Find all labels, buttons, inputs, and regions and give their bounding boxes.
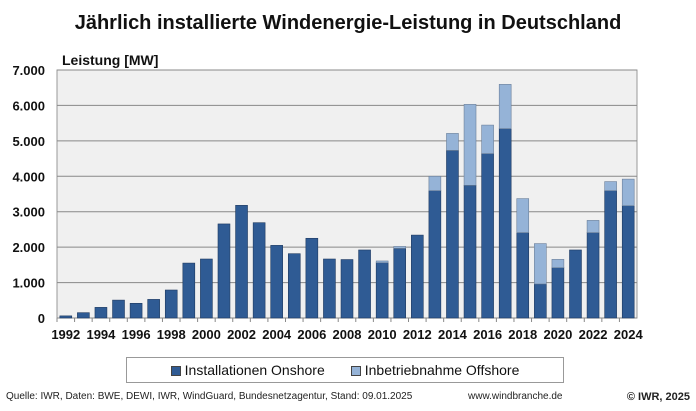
y-axis-label: Leistung [MW] — [62, 52, 159, 68]
bar-onshore — [375, 262, 389, 319]
x-tick-label: 2000 — [192, 327, 221, 342]
bar-onshore — [604, 190, 617, 319]
legend: Installationen Onshore Inbetriebnahme Of… — [126, 357, 564, 383]
x-tick-label: 2022 — [579, 327, 608, 342]
bar-offshore — [498, 84, 512, 129]
bar-onshore — [621, 205, 635, 319]
bar-onshore — [182, 262, 196, 319]
x-tick-label: 2008 — [333, 327, 362, 342]
x-tick-label: 2018 — [508, 327, 537, 342]
bar-onshore — [77, 312, 90, 319]
bar-onshore — [94, 307, 108, 319]
y-tick-label: 7.000 — [12, 63, 45, 78]
x-tick-label: 1994 — [86, 327, 116, 342]
bar-onshore — [393, 248, 407, 319]
bar-onshore — [516, 232, 530, 319]
y-tick-label: 1.000 — [12, 276, 45, 291]
bar-onshore — [323, 258, 336, 319]
bar-offshore — [446, 133, 459, 151]
x-tick-label: 2006 — [297, 327, 326, 342]
chart-svg: 0 1.000 2.000 3.000 4.000 5.000 6.000 7.000 1992… — [12, 63, 644, 342]
bar-onshore — [534, 283, 547, 319]
bar-onshore — [551, 267, 565, 319]
bar-onshore — [235, 205, 248, 319]
bar-onshore — [411, 234, 424, 319]
bar-onshore — [287, 253, 301, 319]
bar-offshore — [604, 181, 617, 191]
source-note: Quelle: IWR, Daten: BWE, DEWI, IWR, Wind… — [6, 391, 413, 402]
x-tick-label: 1996 — [122, 327, 151, 342]
bar-offshore — [551, 259, 565, 268]
bar-offshore — [463, 104, 477, 186]
bar-offshore — [621, 178, 635, 206]
x-tick-label: 2002 — [227, 327, 256, 342]
bar-onshore — [428, 190, 442, 319]
bar-onshore — [147, 299, 160, 319]
bar-onshore — [569, 249, 582, 319]
bar-onshore — [217, 223, 231, 319]
x-tick-label: 2024 — [614, 327, 644, 342]
bar-onshore — [252, 222, 266, 319]
bar-onshore — [129, 302, 143, 319]
x-tick-label: 2010 — [368, 327, 397, 342]
bar-offshore — [428, 175, 442, 191]
y-tick-label: 5.000 — [12, 134, 45, 149]
website-link[interactable]: www.windbranche.de — [468, 391, 563, 402]
bar-onshore — [305, 237, 319, 319]
y-tick-label: 2.000 — [12, 240, 45, 255]
bar-offshore — [393, 246, 407, 249]
bar-onshore — [446, 150, 459, 319]
y-tick-label: 4.000 — [12, 169, 45, 184]
x-tick-label: 2020 — [543, 327, 572, 342]
legend-label-offshore: Inbetriebnahme Offshore — [364, 362, 520, 378]
x-tick-label: 2016 — [473, 327, 502, 342]
x-tick-label: 2004 — [262, 327, 292, 342]
bar-onshore — [481, 153, 494, 319]
x-tick-label: 1992 — [51, 327, 80, 342]
bar-onshore — [358, 249, 371, 319]
legend-swatch-onshore — [170, 366, 181, 377]
bar-onshore — [164, 289, 178, 319]
bar-onshore — [586, 232, 600, 319]
x-tick-label: 2012 — [403, 327, 432, 342]
bar-onshore — [200, 258, 213, 319]
y-tick-label: 3.000 — [12, 205, 45, 220]
chart-title: Jährlich installierte Windenergie-Leistu… — [74, 12, 622, 34]
bar-offshore — [534, 243, 547, 285]
x-tick-label: 1998 — [157, 327, 186, 342]
legend-label-onshore: Installationen Onshore — [184, 362, 325, 378]
copyright: © IWR, 2025 — [626, 391, 690, 403]
bar-offshore — [586, 220, 600, 233]
x-tick-label: 2014 — [438, 327, 468, 342]
bar-offshore — [516, 198, 530, 233]
bar-offshore — [375, 260, 389, 264]
bar-onshore — [340, 259, 354, 319]
bar-onshore — [463, 185, 477, 319]
legend-item-onshore: Installationen Onshore — [170, 362, 325, 378]
bar-onshore — [270, 245, 283, 319]
y-tick-label: 6.000 — [12, 98, 45, 113]
y-tick-label: 0 — [38, 311, 45, 326]
legend-swatch-offshore — [350, 366, 361, 377]
bar-onshore — [498, 128, 512, 319]
bar-offshore — [481, 124, 494, 154]
bar-onshore — [59, 315, 73, 319]
bar-onshore — [112, 299, 125, 319]
legend-item-offshore: Inbetriebnahme Offshore — [350, 362, 520, 378]
